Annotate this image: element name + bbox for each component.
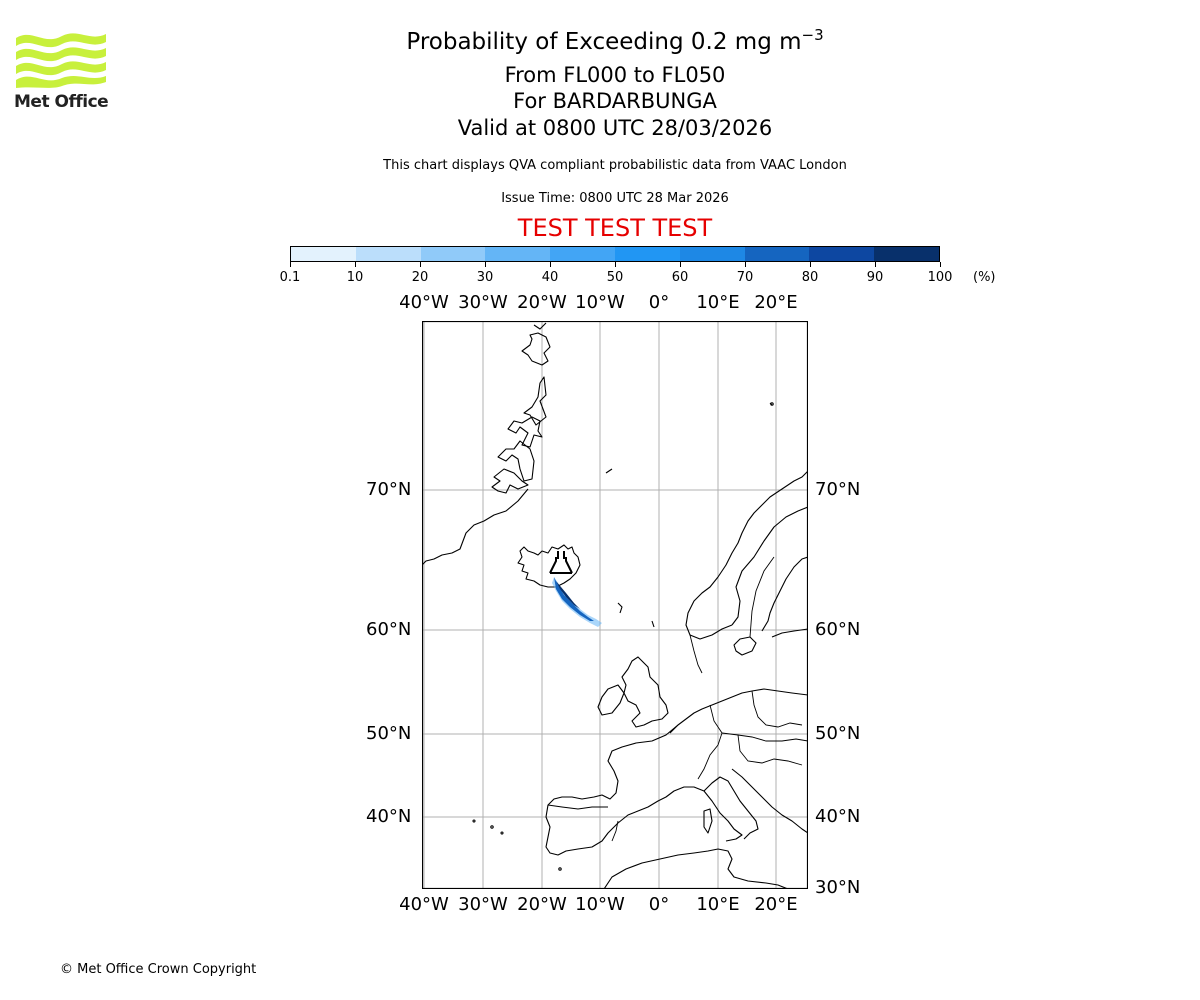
latitude-label: 70°N	[366, 479, 412, 500]
colorbar-segment	[744, 247, 810, 261]
longitude-label: 30°W	[458, 894, 508, 915]
colorbar-tick-label: 40	[541, 270, 559, 285]
met-office-waves-icon	[16, 33, 106, 88]
chart-title: Probability of Exceeding 0.2 mg m−3	[300, 26, 930, 55]
colorbar-segment	[679, 247, 745, 261]
title-superscript: −3	[801, 26, 824, 44]
colorbar-tick	[874, 262, 876, 267]
colorbar-segment	[485, 247, 551, 261]
valid-time: Valid at 0800 UTC 28/03/2026	[457, 116, 773, 140]
colorbar-tick	[809, 262, 811, 267]
longitude-label: 0°	[648, 894, 670, 915]
colorbar-tick	[679, 262, 681, 267]
colorbar-segment	[355, 247, 421, 261]
issue-time: Issue Time: 0800 UTC 28 Mar 2026	[501, 191, 729, 206]
latitude-label: 50°N	[815, 723, 861, 744]
map-canvas	[421, 320, 809, 890]
map-panel	[421, 320, 809, 890]
longitude-label: 10°E	[696, 894, 740, 915]
longitude-label: 20°E	[754, 894, 798, 915]
longitude-label: 20°W	[517, 292, 567, 313]
colorbar-tick	[289, 262, 291, 267]
colorbar-tick	[744, 262, 746, 267]
country-borders	[547, 556, 809, 842]
flight-level-range: From FL000 to FL050	[504, 63, 726, 87]
colorbar-tick-label: 20	[411, 270, 429, 285]
colorbar-tick-label: 80	[801, 270, 819, 285]
longitude-label: 10°E	[696, 292, 740, 313]
colorbar-unit: (%)	[973, 270, 996, 285]
test-banner: TEST TEST TEST	[517, 214, 713, 242]
colorbar-segment	[550, 247, 615, 261]
colorbar-tick-label: 10	[346, 270, 364, 285]
colorbar-segment	[809, 247, 875, 261]
colorbar-tick-label: 90	[866, 270, 884, 285]
longitude-label: 20°E	[754, 292, 798, 313]
colorbar-tick-label: 50	[606, 270, 624, 285]
colorbar-tick	[614, 262, 616, 267]
colorbar-tick-label: 30	[476, 270, 494, 285]
latitude-label: 40°N	[366, 806, 412, 827]
colorbar-tick	[484, 262, 486, 267]
latitude-label: 60°N	[815, 619, 861, 640]
longitude-label: 0°	[648, 292, 670, 313]
colorbar-tick	[939, 262, 941, 267]
latitude-label: 50°N	[366, 723, 412, 744]
colorbar-tick	[549, 262, 551, 267]
longitude-label: 10°W	[575, 292, 625, 313]
map-frame	[421, 320, 809, 890]
latitude-label: 70°N	[815, 479, 861, 500]
copyright-notice: © Met Office Crown Copyright	[60, 962, 257, 977]
colorbar-tick	[419, 262, 421, 267]
longitude-label: 20°W	[517, 894, 567, 915]
met-office-logo: Met Office	[14, 30, 109, 112]
volcano-icon	[549, 551, 573, 574]
longitude-label: 40°W	[399, 292, 449, 313]
colorbar-segment	[420, 247, 486, 261]
colorbar-tick-label: 70	[736, 270, 754, 285]
longitude-label: 30°W	[458, 292, 508, 313]
met-office-wordmark: Met Office	[14, 92, 109, 112]
latitude-label: 40°N	[815, 806, 861, 827]
colorbar-tick-label: 60	[671, 270, 689, 285]
graticule	[422, 321, 808, 889]
colorbar-tick	[354, 262, 356, 267]
longitude-label: 10°W	[575, 894, 625, 915]
latitude-label: 60°N	[366, 619, 412, 640]
coastlines	[421, 322, 809, 890]
colorbar-segment	[874, 247, 939, 261]
colorbar-segment	[614, 247, 680, 261]
colorbar-segment	[291, 247, 356, 261]
probability-colorbar	[290, 246, 940, 262]
longitude-label: 40°W	[399, 894, 449, 915]
colorbar-tick-label: 100	[927, 270, 953, 285]
colorbar-tick-label: 0.1	[279, 270, 301, 285]
title-text: Probability of Exceeding 0.2 mg m	[406, 29, 802, 55]
volcano-name: For BARDARBUNGA	[513, 89, 717, 113]
chart-description: This chart displays QVA compliant probab…	[383, 158, 847, 173]
latitude-label: 30°N	[815, 877, 861, 898]
ash-plume	[552, 577, 602, 627]
